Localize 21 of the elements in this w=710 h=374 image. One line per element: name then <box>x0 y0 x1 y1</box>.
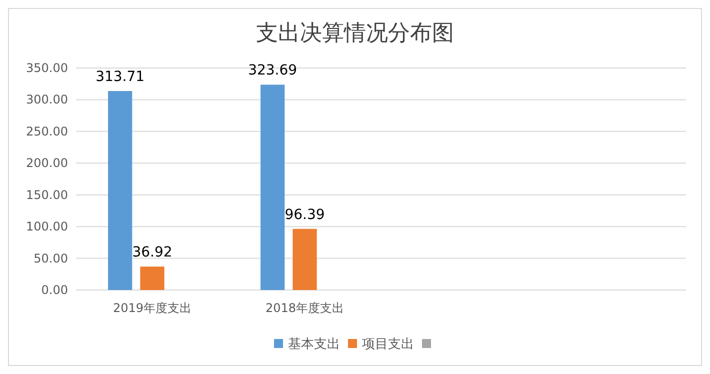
data-label: 313.71 <box>96 69 145 86</box>
bar <box>140 266 164 290</box>
bar <box>260 84 285 290</box>
y-tick-label: 250.00 <box>26 124 68 138</box>
y-tick-label: 150.00 <box>26 188 68 202</box>
y-tick-label: 50.00 <box>34 251 68 266</box>
bar <box>292 228 317 290</box>
x-tick-label: 2019年度支出 <box>112 301 192 315</box>
data-label: 36.92 <box>132 244 172 261</box>
data-label: 323.69 <box>248 62 298 79</box>
x-tick-label: 2018年度支出 <box>265 301 344 315</box>
legend-label: 基本支出 <box>288 337 340 352</box>
y-tick-label: 350.00 <box>26 61 68 75</box>
y-tick-label: 300.00 <box>26 92 68 107</box>
chart-title: 支出决算情况分布图 <box>256 21 454 46</box>
y-tick-label: 200.00 <box>26 156 68 170</box>
bar <box>108 91 132 290</box>
y-tick-label: 0.00 <box>41 283 68 297</box>
y-tick-label: 100.00 <box>26 220 68 234</box>
data-label: 96.39 <box>284 206 325 223</box>
legend-label: 项目支出 <box>362 337 414 352</box>
